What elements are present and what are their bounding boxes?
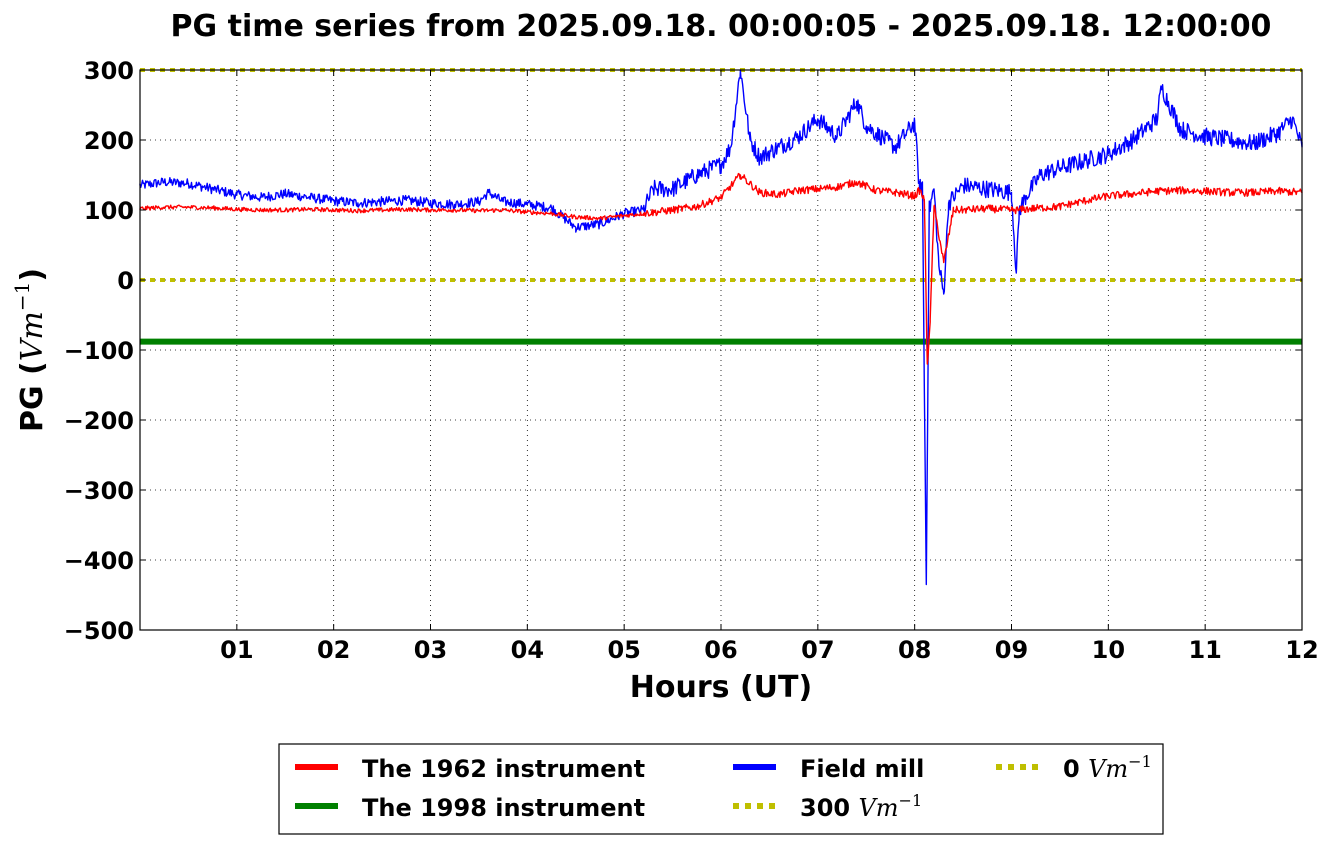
y-axis-label-unit: Vm [15, 311, 50, 361]
series-line-the-1962-instrument [139, 172, 1303, 365]
x-tick-label: 10 [1092, 636, 1125, 664]
x-tick-label: 11 [1188, 636, 1221, 664]
x-tick-label: 05 [607, 636, 640, 664]
y-tick-label: 300 [84, 57, 134, 85]
y-tick-label: 0 [117, 267, 134, 295]
x-tick-label: 04 [511, 636, 544, 664]
y-axis-label: PG (Vm−1) [10, 268, 50, 432]
x-tick-label: 09 [995, 636, 1028, 664]
legend-label-300-text: 300 [800, 794, 858, 822]
y-tick-label: −100 [64, 337, 134, 365]
y-tick-label: −400 [64, 547, 134, 575]
axis-ticks: 01 02 03 04 05 06 07 08 09 10 11 12 −500 −400 −300 −200… [64, 57, 1319, 664]
legend-label-0-text: 0 [1063, 755, 1088, 783]
legend-label-300-unit: Vm [858, 794, 898, 822]
y-tick-label: 100 [84, 197, 134, 225]
legend-label-0: 0 Vm−1 [1063, 752, 1152, 783]
legend-label-field-mill: Field mill [800, 755, 924, 783]
x-tick-label: 03 [414, 636, 447, 664]
legend-label-300-exp: −1 [899, 791, 923, 810]
series-line-field-mill [139, 69, 1303, 586]
y-tick-label: −500 [64, 617, 134, 645]
x-tick-label: 01 [220, 636, 253, 664]
y-axis-label-text: PG ( [15, 361, 50, 432]
x-tick-label: 12 [1285, 636, 1318, 664]
x-tick-label: 08 [898, 636, 931, 664]
chart-title: PG time series from 2025.09.18. 00:00:05… [171, 9, 1272, 44]
legend-label-1962: The 1962 instrument [362, 755, 645, 783]
grid-lines [140, 70, 1302, 630]
legend-box [278, 743, 1164, 835]
legend-label-300: 300 Vm−1 [800, 791, 922, 822]
legend: The 1962 instrument The 1998 instrument … [278, 743, 1164, 835]
x-tick-label: 06 [704, 636, 737, 664]
svg-text:PG (Vm−1): PG (Vm−1) [10, 268, 50, 432]
x-axis-label: Hours (UT) [630, 670, 812, 705]
y-tick-label: −300 [64, 477, 134, 505]
x-tick-label: 02 [317, 636, 350, 664]
legend-label-0-exp: −1 [1128, 752, 1152, 771]
x-tick-label: 07 [801, 636, 834, 664]
y-tick-label: 200 [84, 127, 134, 155]
legend-label-1998: The 1998 instrument [362, 794, 645, 822]
y-tick-label: −200 [64, 407, 134, 435]
legend-label-0-unit: Vm [1088, 755, 1128, 783]
y-axis-label-unit-exp: −1 [10, 282, 34, 311]
y-axis-label-close: ) [15, 268, 50, 282]
